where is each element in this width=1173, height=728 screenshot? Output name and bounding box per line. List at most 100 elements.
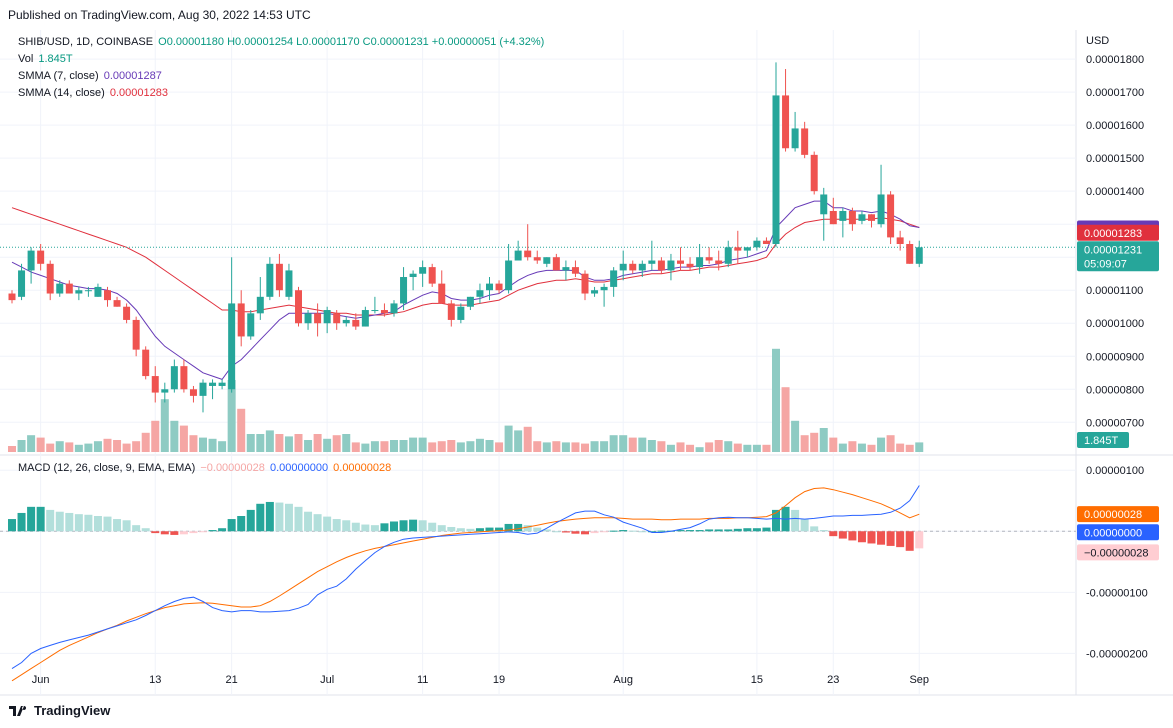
macd-histogram-bar: [351, 522, 360, 532]
price-tick-label: 0.00000800: [1086, 384, 1144, 396]
macd-histogram-bar: [800, 519, 809, 532]
volume-bar: [647, 440, 656, 452]
volume-bar: [571, 442, 580, 452]
smma14-line: [11, 207, 920, 316]
macd-histogram-bar: [237, 516, 246, 532]
volume-bar: [351, 442, 360, 452]
macd-histogram-bar: [313, 514, 322, 532]
macd-histogram-bar: [208, 530, 217, 532]
candle-body: [591, 290, 599, 294]
macd-histogram-bar: [170, 531, 179, 535]
price-tick-label: 0.00001500: [1086, 153, 1144, 165]
published-caption: Published on TradingView.com, Aug 30, 20…: [8, 8, 311, 22]
volume-bar: [447, 440, 456, 452]
macd-histogram-bar: [218, 528, 227, 532]
volume-bar: [265, 430, 274, 452]
candle-body: [84, 290, 92, 292]
macd-line-value: 0.00000000: [269, 462, 329, 474]
volume-label[interactable]: Vol: [18, 53, 34, 65]
macd-histogram-bar: [600, 531, 609, 533]
macd-histogram-bar: [284, 503, 293, 532]
candle-body: [753, 240, 761, 248]
volume-bar: [896, 443, 905, 452]
macd-histogram-bar: [246, 509, 255, 532]
smma14-label[interactable]: SMMA (14, close): [18, 87, 105, 99]
volume-bar: [705, 442, 714, 452]
candle-body: [457, 306, 465, 320]
candle-body: [94, 286, 102, 297]
volume-bar: [915, 442, 924, 452]
smma7-line: [11, 200, 920, 380]
macd-histogram-bar: [189, 531, 198, 534]
macd-histogram-bar: [915, 531, 924, 549]
price-axis[interactable]: 0.00000700 0.00000800 0.00000900 0.00001000…: [1077, 35, 1159, 660]
macd-tick-label: -0.00000100: [1086, 587, 1148, 599]
candle-body: [906, 244, 914, 264]
macd-histogram-bar: [657, 530, 666, 532]
smma14-badge-bg: [1077, 224, 1159, 241]
volume-bar: [55, 441, 64, 452]
volume-bar: [523, 426, 532, 452]
time-tick-label: 23: [827, 674, 839, 686]
tradingview-footer[interactable]: TradingView: [8, 703, 110, 718]
macd-label[interactable]: MACD (12, 26, close, 9, EMA, EMA): [18, 462, 196, 474]
candle-body: [610, 270, 618, 287]
macd-histogram-bar: [590, 531, 599, 534]
macd-histogram-bar: [456, 528, 465, 532]
candle-body: [56, 283, 64, 294]
candle-body: [486, 283, 493, 291]
macd-histogram-bar: [342, 520, 351, 532]
macd-histogram-bar: [428, 522, 437, 532]
macd-signal-value: 0.00000028: [333, 462, 392, 474]
macd-histogram-bar: [772, 509, 780, 532]
volume-bar: [638, 437, 647, 452]
macd-histogram-bar: [17, 512, 26, 532]
macd-histogram-bar: [390, 521, 398, 532]
candle-body: [285, 270, 293, 297]
time-tick-label: Sep: [909, 674, 929, 686]
macd-histogram-bar: [571, 531, 580, 534]
time-axis[interactable]: Jun 13 21 Jul 11 19 Aug 15 23 Sep: [32, 674, 929, 686]
macd-histogram-bar: [437, 525, 446, 532]
candle-body: [237, 303, 245, 337]
macd-histogram-bar: [84, 514, 93, 532]
macd-histogram-bar: [810, 526, 819, 532]
candle-body: [581, 273, 589, 294]
macd-histogram-bar: [485, 527, 494, 532]
price-unit-label: USD: [1086, 35, 1109, 47]
volume-bar: [533, 441, 542, 452]
candle-body: [314, 313, 322, 324]
macd-histogram-bar: [695, 530, 704, 532]
macd-histogram-bar: [122, 520, 131, 532]
candle-body: [839, 210, 847, 221]
macd-signal-line: [11, 487, 920, 682]
macd-histogram-bar: [323, 516, 332, 532]
candle-body: [791, 128, 799, 149]
candle-body: [896, 237, 904, 244]
macd-histogram-bar: [275, 502, 284, 532]
volume-bar: [170, 420, 179, 452]
candle-body: [915, 247, 923, 264]
volume-bar: [504, 425, 513, 452]
macd-histogram-bar: [151, 531, 160, 534]
macd-histogram-bar: [74, 514, 83, 532]
macd-histogram-bar: [93, 516, 102, 532]
price-tick-label: 0.00001600: [1086, 120, 1144, 132]
price-tick-label: 0.00001800: [1086, 54, 1144, 66]
macd-histogram-bar: [265, 501, 274, 532]
symbol-label[interactable]: SHIB/USD, 1D, COINBASE: [18, 36, 154, 48]
volume-bar: [581, 443, 589, 452]
volume-bar: [456, 442, 465, 452]
volume-bar: [733, 443, 742, 452]
volume-bar: [390, 440, 398, 452]
candle-body: [46, 263, 54, 294]
candle-body: [495, 283, 503, 291]
chart-canvas[interactable]: 0.00000700 0.00000800 0.00000900 0.00001000…: [0, 30, 1173, 700]
smma7-label[interactable]: SMMA (7, close): [18, 70, 99, 82]
candle-body: [829, 210, 837, 225]
candle-body: [123, 306, 131, 320]
volume-bar: [800, 435, 809, 452]
candle-body: [142, 349, 150, 377]
macd-histogram-bar: [561, 531, 570, 533]
tradingview-logo-icon: [9, 705, 27, 716]
